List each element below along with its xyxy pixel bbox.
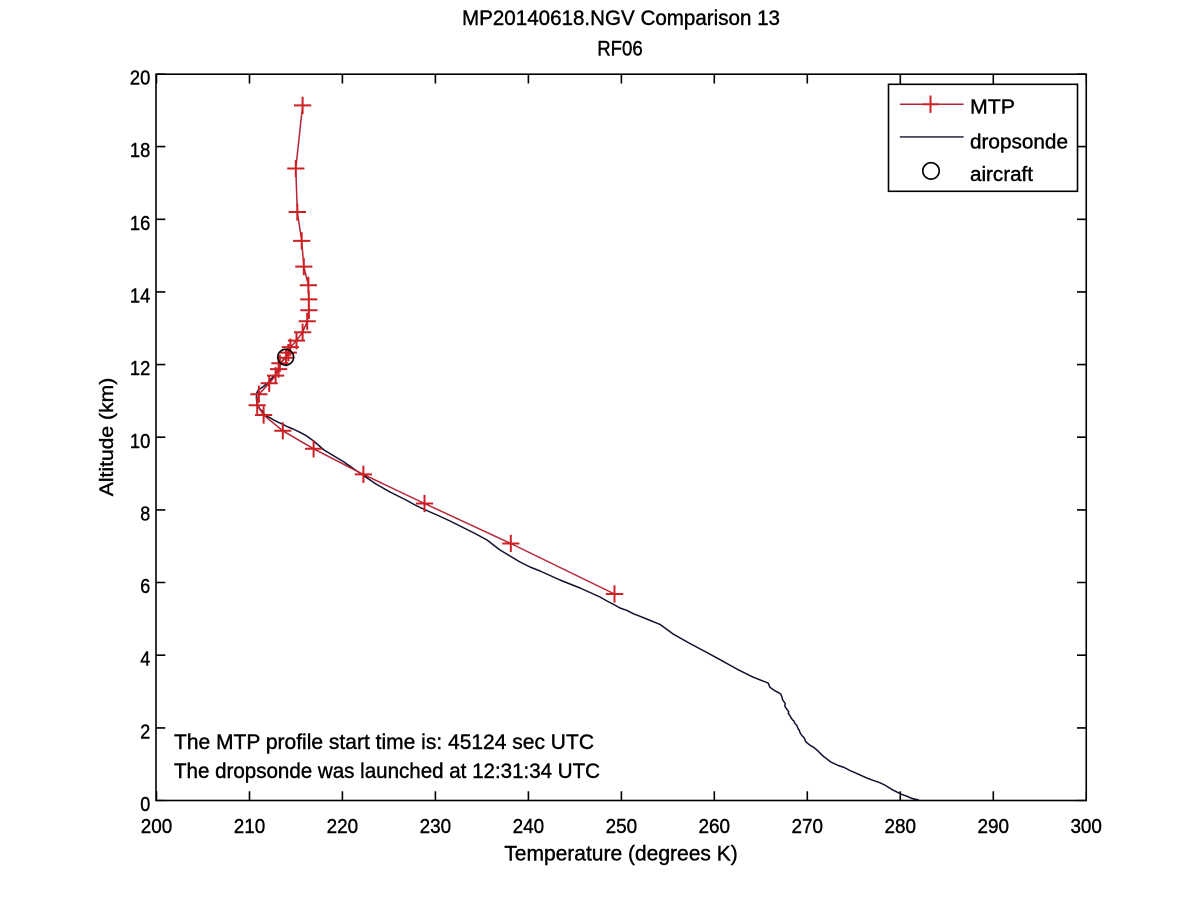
svg-text:230: 230 <box>420 815 452 838</box>
svg-text:18: 18 <box>130 139 150 162</box>
svg-text:14: 14 <box>130 284 150 307</box>
svg-text:dropsonde: dropsonde <box>970 131 1068 154</box>
svg-text:aircraft: aircraft <box>970 163 1033 186</box>
svg-text:Altitude (km): Altitude (km) <box>97 378 118 497</box>
svg-text:Temperature (degrees K): Temperature (degrees K) <box>504 843 737 866</box>
svg-text:MP20140618.NGV Comparison 13: MP20140618.NGV Comparison 13 <box>462 7 780 30</box>
svg-text:260: 260 <box>699 815 731 838</box>
svg-text:0: 0 <box>140 793 150 816</box>
svg-text:RF06: RF06 <box>597 38 643 61</box>
svg-text:4: 4 <box>140 648 150 671</box>
svg-text:250: 250 <box>606 815 638 838</box>
svg-text:240: 240 <box>513 815 545 838</box>
svg-text:10: 10 <box>130 430 150 453</box>
svg-text:MTP: MTP <box>970 96 1015 119</box>
svg-text:220: 220 <box>327 815 359 838</box>
svg-text:290: 290 <box>978 815 1010 838</box>
svg-text:2: 2 <box>140 720 150 743</box>
svg-text:20: 20 <box>130 67 150 90</box>
svg-text:16: 16 <box>130 212 150 235</box>
svg-text:The MTP profile start time is:: The MTP profile start time is: 45124 sec… <box>174 731 594 754</box>
svg-text:280: 280 <box>885 815 917 838</box>
svg-text:200: 200 <box>141 815 173 838</box>
svg-text:The dropsonde was launched at: The dropsonde was launched at 12:31:34 U… <box>174 760 600 783</box>
svg-text:8: 8 <box>140 502 150 525</box>
svg-text:210: 210 <box>234 815 266 838</box>
svg-text:300: 300 <box>1070 815 1102 838</box>
svg-text:270: 270 <box>792 815 824 838</box>
svg-text:6: 6 <box>140 575 150 598</box>
svg-text:12: 12 <box>130 357 150 380</box>
